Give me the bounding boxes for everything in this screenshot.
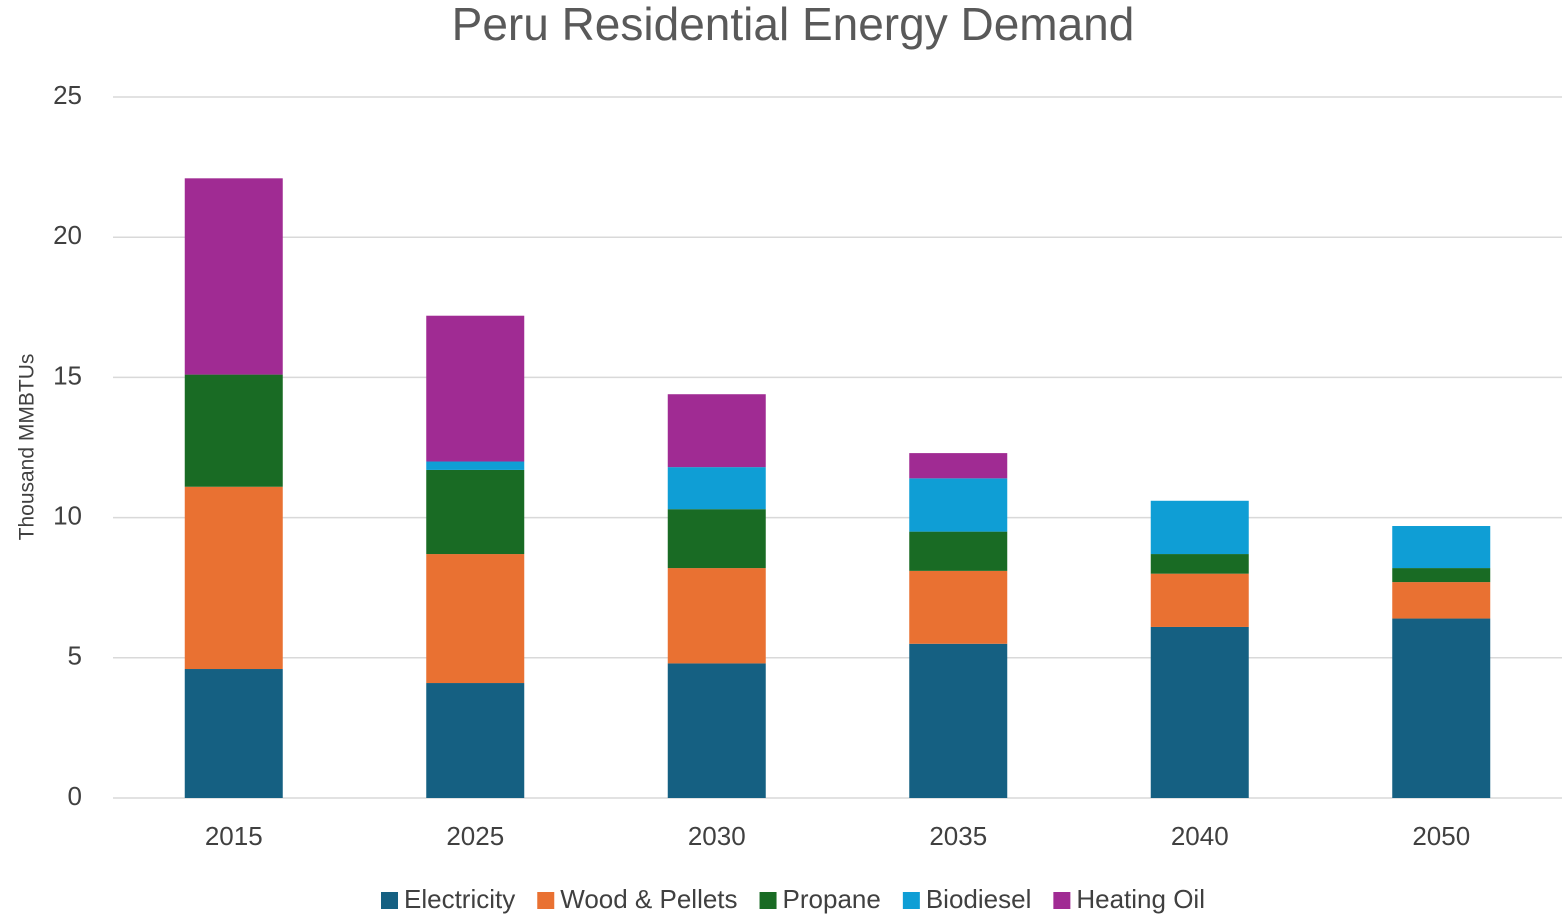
bar-segment <box>667 568 766 664</box>
bar-segment <box>909 643 1008 798</box>
bar-segment <box>426 315 525 462</box>
x-tick-label: 2015 <box>205 821 263 851</box>
bar-segment <box>909 453 1008 479</box>
legend-label: Electricity <box>404 884 515 914</box>
bar-segment <box>667 394 766 468</box>
legend-swatch <box>381 892 399 909</box>
bar-segment <box>426 554 525 684</box>
y-tick-label: 0 <box>68 781 82 811</box>
bar-segment <box>667 663 766 798</box>
bar-segment <box>909 570 1008 644</box>
bar-segment <box>667 467 766 510</box>
y-tick-label: 25 <box>53 80 82 110</box>
bar-segment <box>426 683 525 798</box>
bar-segment <box>1150 626 1249 798</box>
legend-label: Propane <box>783 884 881 914</box>
bar-segment <box>1392 568 1491 583</box>
x-tick-label: 2035 <box>929 821 987 851</box>
legend-label: Biodiesel <box>926 884 1032 914</box>
bar-segment <box>1150 554 1249 574</box>
y-tick-label: 10 <box>53 500 82 530</box>
bar-segment <box>909 531 1008 571</box>
legend-label: Wood & Pellets <box>560 884 737 914</box>
y-tick-label: 20 <box>53 220 82 250</box>
legend-swatch <box>1053 892 1071 909</box>
y-axis-label: Thousand MMBTUs <box>16 354 39 541</box>
bar-segment <box>1150 573 1249 627</box>
legend-swatch <box>759 892 777 909</box>
bar-segment <box>426 469 525 555</box>
bar-segment <box>184 178 283 375</box>
bar-segment <box>1392 582 1491 619</box>
bar-segment <box>1392 526 1491 569</box>
legend-label: Heating Oil <box>1076 884 1205 914</box>
y-tick-label: 5 <box>68 641 82 671</box>
legend-swatch <box>902 892 920 909</box>
bar-segment <box>1392 618 1491 798</box>
bar-segment <box>184 374 283 487</box>
x-tick-label: 2030 <box>688 821 746 851</box>
x-tick-label: 2050 <box>1412 821 1470 851</box>
bar-segment <box>184 669 283 798</box>
legend-swatch <box>537 892 555 909</box>
y-tick-label: 15 <box>53 360 82 390</box>
bar-segment <box>184 486 283 670</box>
bar-segment <box>909 478 1008 532</box>
bar-segment <box>426 461 525 470</box>
chart-title: Peru Residential Energy Demand <box>452 0 1135 50</box>
x-tick-label: 2025 <box>446 821 504 851</box>
x-tick-label: 2040 <box>1171 821 1229 851</box>
bar-segment <box>667 509 766 569</box>
bar-segment <box>1150 500 1249 555</box>
